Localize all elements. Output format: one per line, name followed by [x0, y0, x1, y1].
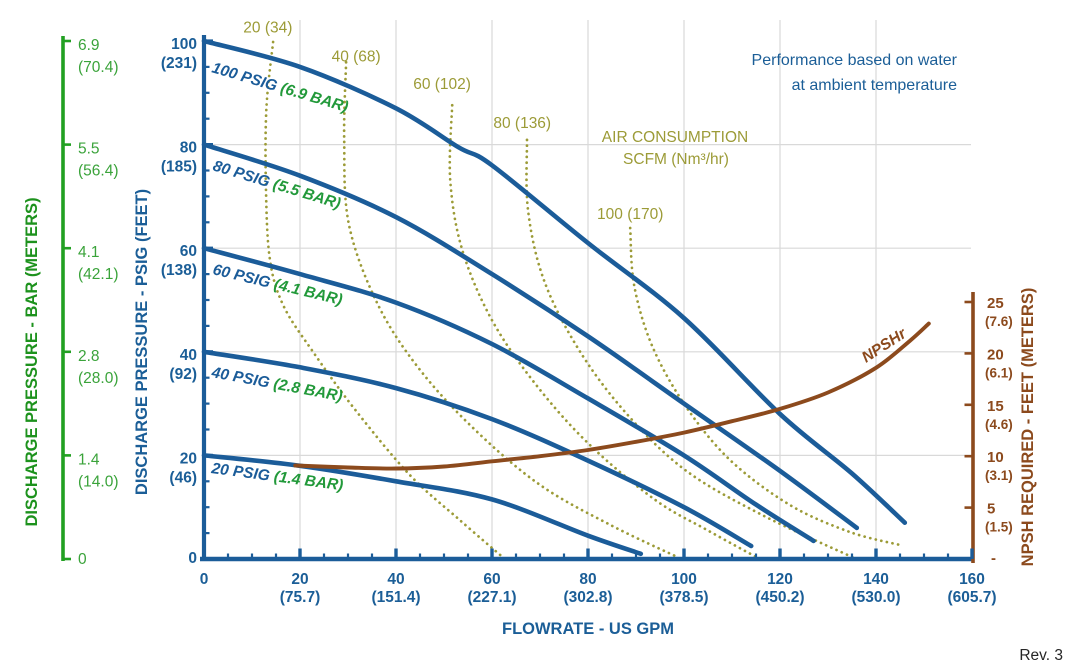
bar-tick-label-meters: (28.0)	[78, 370, 119, 387]
x-tick-label-gpm: 20	[291, 571, 308, 588]
performance-curve-20-psig	[201, 453, 644, 557]
bar-tick-label-meters: (56.4)	[78, 163, 119, 180]
x-tick-label-gpm: 60	[483, 571, 500, 588]
bar-tick-label: 0	[78, 551, 87, 568]
air-consumption-layer: 20 (34) 40 (68) 60 (102) 80 (136) 100 (170)	[243, 20, 902, 559]
bar-tick-label: 5.5	[78, 141, 100, 158]
performance-note-line2: at ambient temperature	[792, 77, 958, 94]
x-tick-label-gpm: 100	[671, 571, 697, 588]
performance-curve-80-psig	[201, 142, 860, 531]
performance-curve-40-psig	[201, 349, 754, 549]
npsh-tick-label: 15	[987, 398, 1004, 415]
x-tick-label-gpm: 120	[767, 571, 793, 588]
axes-layer	[61, 35, 975, 563]
air-consumption-legend-line2: SCFM (Nm³/hr)	[623, 151, 729, 168]
npshr-curve	[293, 321, 931, 471]
x-tick-label-lpm: (302.8)	[563, 589, 612, 606]
bar-axis-title: DISCHARGE PRESSURE - BAR (METERS)	[23, 197, 41, 526]
psig-tick-label: 100	[171, 36, 197, 53]
x-tick-label-gpm: 0	[200, 571, 209, 588]
air-consumption-curve-80-scfm	[525, 138, 855, 559]
psig-tick-label: 40	[180, 347, 197, 364]
performance-curve-100-psig	[201, 38, 908, 525]
psig-tick-label-feet: (231)	[161, 55, 197, 72]
bar-tick-label-meters: (42.1)	[78, 266, 119, 283]
psig-tick-label-feet: (46)	[169, 469, 197, 486]
npsh-tick-label: 20	[987, 346, 1004, 363]
x-tick-label-lpm: (378.5)	[659, 589, 708, 606]
x-tick-label-lpm: (605.7)	[947, 589, 996, 606]
air-consumption-label-100-scfm: 100 (170)	[597, 206, 663, 223]
npsh-tick-label-meters: (7.6)	[985, 314, 1013, 329]
air-consumption-label-60-scfm: 60 (102)	[413, 76, 471, 93]
psig-tick-label-feet: (138)	[161, 262, 197, 279]
air-consumption-label-40-scfm: 40 (68)	[332, 49, 381, 66]
npshr-layer: NPSHr	[293, 321, 931, 471]
npsh-tick-label-meters: (1.5)	[985, 520, 1013, 535]
air-consumption-legend-line1: AIR CONSUMPTION	[602, 129, 748, 146]
psig-tick-label: 60	[180, 243, 197, 260]
x-tick-label-gpm: 160	[959, 571, 985, 588]
psig-tick-label-feet: (185)	[161, 159, 197, 176]
air-consumption-curve-20-scfm	[264, 40, 505, 559]
air-consumption-curve-40-scfm	[342, 60, 680, 559]
psig-tick-label: 0	[188, 550, 197, 567]
x-tick-label-gpm: 80	[579, 571, 596, 588]
npsh-tick-label: 25	[987, 295, 1004, 312]
air-consumption-curve-100-scfm	[628, 226, 902, 547]
npsh-tick-label: 10	[987, 449, 1004, 466]
performance-curve-60-psig	[201, 245, 816, 544]
tick-labels-layer: 0 20(75.7)40(151.4)60(227.1)80(302.8)100(…	[78, 36, 1013, 606]
performance-note-line1: Performance based on water	[752, 52, 958, 69]
x-tick-label-gpm: 140	[863, 571, 889, 588]
air-consumption-label-20-scfm: 20 (34)	[243, 20, 292, 37]
x-tick-label-lpm: (227.1)	[467, 589, 516, 606]
psig-axis-title: DISCHARGE PRESSURE - PSIG (FEET)	[133, 189, 151, 495]
psig-tick-label-feet: (92)	[169, 366, 197, 383]
bar-tick-label: 1.4	[78, 451, 100, 468]
bar-tick-label-meters: (70.4)	[78, 59, 119, 76]
performance-curves-layer: 100 PSIG (6.9 BAR)80 PSIG (5.5 BAR)60 PS…	[201, 38, 908, 557]
x-tick-label-lpm: (75.7)	[280, 589, 321, 606]
npsh-tick-label-meters: (3.1)	[985, 468, 1013, 483]
npsh-tick-label: -	[991, 550, 996, 567]
x-tick-label-lpm: (530.0)	[851, 589, 900, 606]
bar-tick-label: 6.9	[78, 37, 100, 54]
air-consumption-curve-60-scfm	[448, 103, 759, 559]
psig-tick-label: 20	[180, 450, 197, 467]
npsh-tick-label-meters: (4.6)	[985, 417, 1013, 432]
x-tick-label-lpm: (151.4)	[371, 589, 420, 606]
air-consumption-label-80-scfm: 80 (136)	[493, 115, 551, 132]
bar-tick-label-meters: (14.0)	[78, 473, 119, 490]
psig-tick-label: 80	[180, 140, 197, 157]
npsh-tick-label: 5	[987, 501, 995, 518]
bar-tick-label: 4.1	[78, 244, 100, 261]
npsh-axis-title: NPSH REQUIRED - FEET (METERS)	[1019, 288, 1037, 567]
x-axis-title: FLOWRATE - US GPM	[502, 620, 674, 638]
x-tick-label-lpm: (450.2)	[755, 589, 804, 606]
x-tick-label-gpm: 40	[387, 571, 404, 588]
npsh-tick-label-meters: (6.1)	[985, 365, 1013, 380]
performance-curve-label-100-psig: 100 PSIG (6.9 BAR)	[210, 60, 350, 116]
revision-label: Rev. 3	[1019, 647, 1063, 664]
bar-tick-label: 2.8	[78, 348, 100, 365]
